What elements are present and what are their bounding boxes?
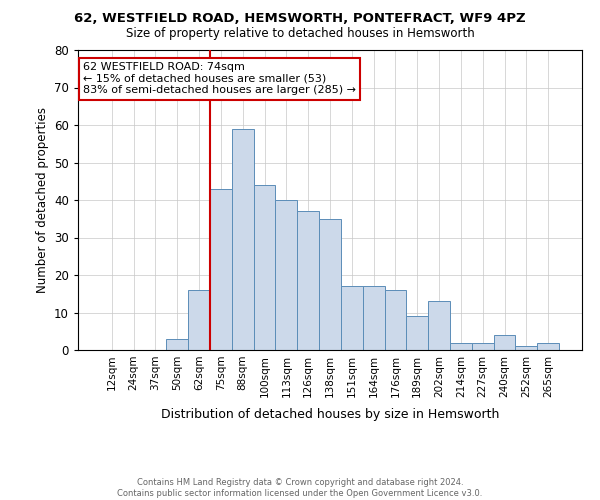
Bar: [363, 286, 385, 350]
Bar: [428, 301, 450, 350]
Bar: [188, 290, 210, 350]
Text: Size of property relative to detached houses in Hemsworth: Size of property relative to detached ho…: [125, 28, 475, 40]
Text: Contains HM Land Registry data © Crown copyright and database right 2024.
Contai: Contains HM Land Registry data © Crown c…: [118, 478, 482, 498]
Bar: [385, 290, 406, 350]
X-axis label: Distribution of detached houses by size in Hemsworth: Distribution of detached houses by size …: [161, 408, 499, 421]
Bar: [537, 342, 559, 350]
Bar: [515, 346, 537, 350]
Bar: [210, 188, 232, 350]
Bar: [254, 185, 275, 350]
Bar: [166, 339, 188, 350]
Bar: [275, 200, 297, 350]
Bar: [472, 342, 494, 350]
Bar: [341, 286, 363, 350]
Bar: [494, 335, 515, 350]
Bar: [297, 211, 319, 350]
Bar: [232, 128, 254, 350]
Bar: [319, 219, 341, 350]
Bar: [450, 342, 472, 350]
Y-axis label: Number of detached properties: Number of detached properties: [35, 107, 49, 293]
Text: 62, WESTFIELD ROAD, HEMSWORTH, PONTEFRACT, WF9 4PZ: 62, WESTFIELD ROAD, HEMSWORTH, PONTEFRAC…: [74, 12, 526, 26]
Text: 62 WESTFIELD ROAD: 74sqm
← 15% of detached houses are smaller (53)
83% of semi-d: 62 WESTFIELD ROAD: 74sqm ← 15% of detach…: [83, 62, 356, 95]
Bar: [406, 316, 428, 350]
